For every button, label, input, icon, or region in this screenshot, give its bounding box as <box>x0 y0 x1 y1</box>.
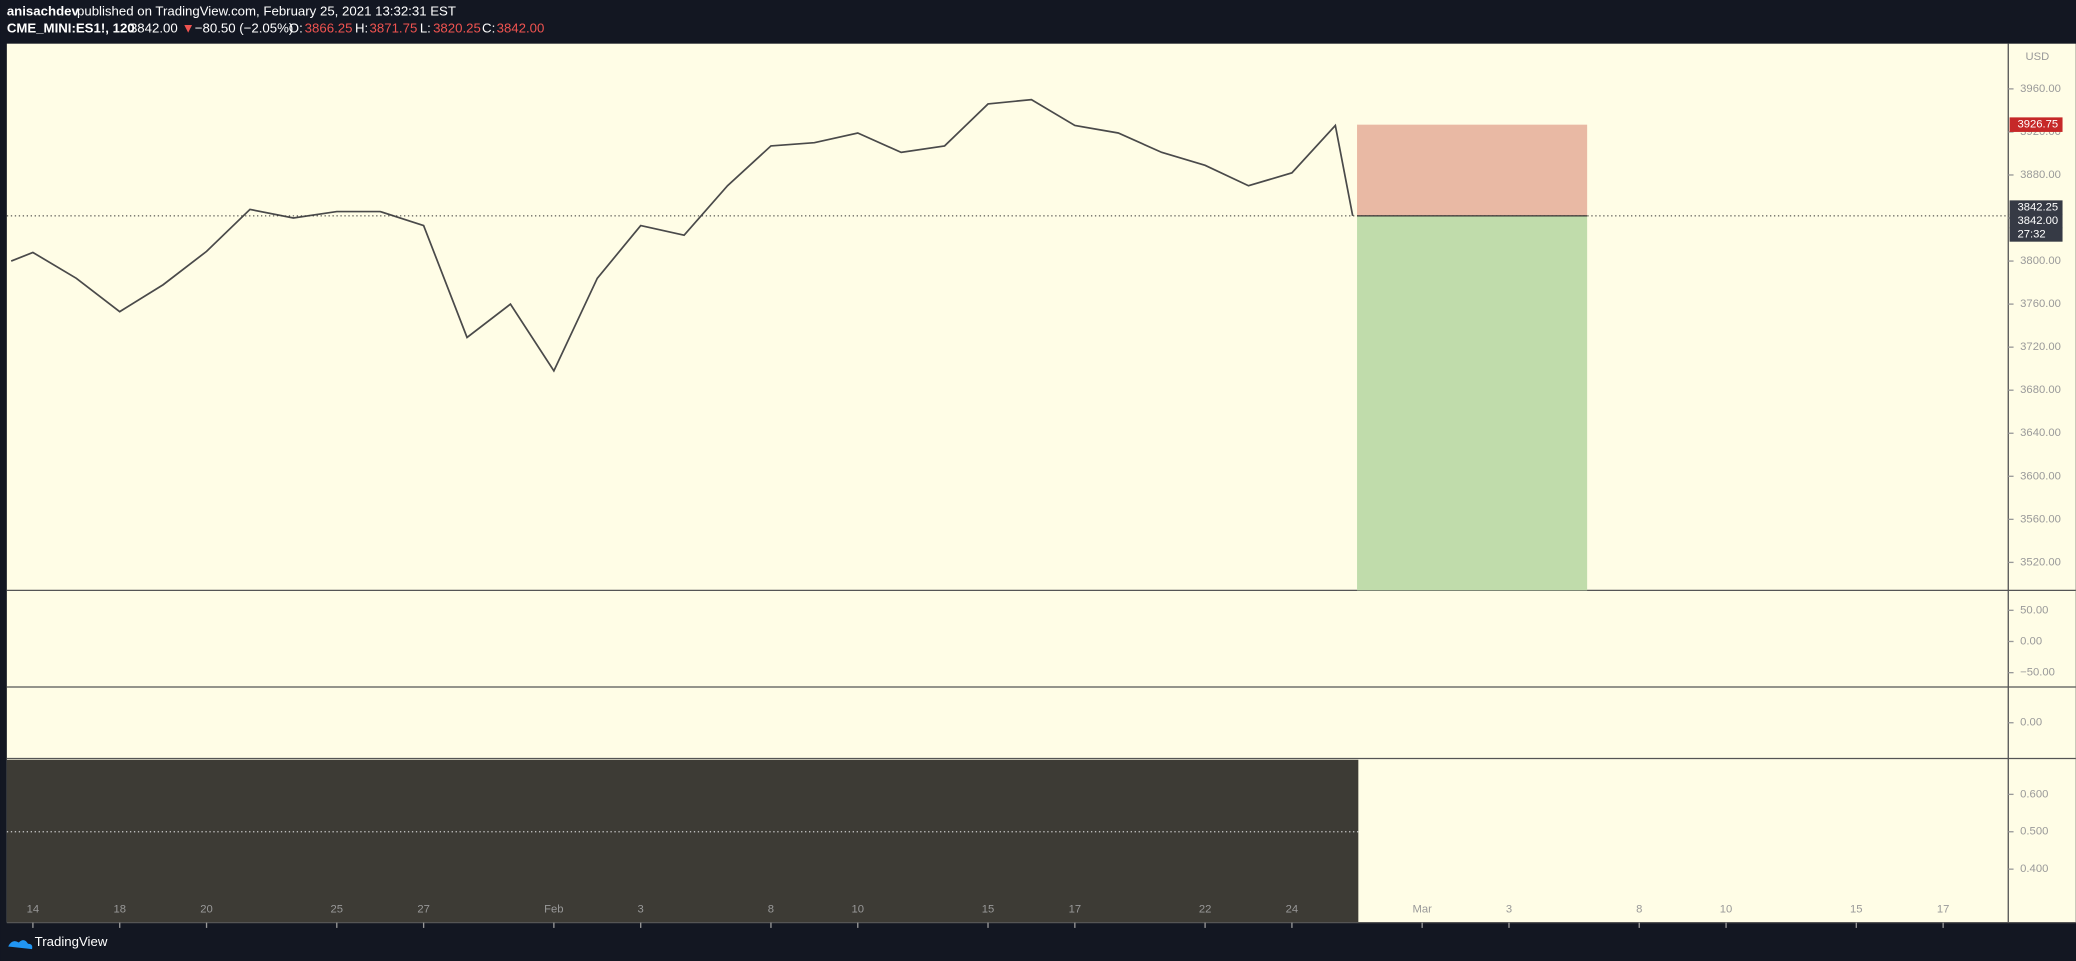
pane-tick-label: 0.500 <box>2020 826 2048 838</box>
x-tick-label: 22 <box>1199 903 1212 915</box>
low: 3820.25 <box>433 21 481 36</box>
y-tick-label: 3800.00 <box>2020 255 2061 267</box>
low-label: L: <box>420 21 431 36</box>
y-tick-label: 3960.00 <box>2020 83 2061 95</box>
change: −80.50 (−2.05%) <box>195 21 293 36</box>
x-tick-label: 24 <box>1286 903 1299 915</box>
x-tick-label: 10 <box>1720 903 1733 915</box>
price-tag-label: 3926.75 <box>2018 119 2059 131</box>
pane-tick-label: 0.00 <box>2020 717 2042 729</box>
x-tick-label: 25 <box>331 903 344 915</box>
open-label: O: <box>289 21 303 36</box>
y-tick-label: 3720.00 <box>2020 341 2061 353</box>
price-line <box>10 98 1354 373</box>
pane-tick-label: 0.600 <box>2020 788 2048 800</box>
brand-logo <box>8 940 33 950</box>
x-tick-label: 8 <box>1636 903 1642 915</box>
high: 3871.75 <box>370 21 418 36</box>
x-tick-label: 17 <box>1937 903 1950 915</box>
last-price: 3842.00 <box>130 21 178 36</box>
x-tick-label: 20 <box>200 903 213 915</box>
x-tick-label: Mar <box>1412 903 1432 915</box>
x-tick-label: 17 <box>1069 903 1082 915</box>
change-arrow: ▼ <box>182 21 195 36</box>
x-tick-label: 15 <box>1850 903 1863 915</box>
stop-zone <box>1357 124 1588 216</box>
y-tick-label: 3600.00 <box>2020 470 2061 482</box>
pane-tick-label: 0.400 <box>2020 863 2048 875</box>
pane-tick-label: 50.00 <box>2020 604 2048 616</box>
countdown: 27:32 <box>2018 228 2046 240</box>
y-tick-label: 3760.00 <box>2020 298 2061 310</box>
x-tick-label: 15 <box>982 903 995 915</box>
x-tick-label: 3 <box>1506 903 1512 915</box>
close: 3842.00 <box>497 21 545 36</box>
pane-tick-label: −50.00 <box>2020 667 2055 679</box>
currency: USD <box>2026 51 2050 63</box>
brand: TradingView <box>35 934 108 949</box>
x-tick-label: Feb <box>544 903 563 915</box>
y-tick-label: 3680.00 <box>2020 384 2061 396</box>
x-tick-label: 18 <box>113 903 126 915</box>
x-tick-label: 27 <box>417 903 430 915</box>
author: anisachdev <box>7 3 80 18</box>
y-tick-label: 3880.00 <box>2020 169 2061 181</box>
price-tag <box>2009 200 2063 215</box>
target-zone <box>1357 215 1588 591</box>
x-tick-label: 10 <box>852 903 865 915</box>
open: 3866.25 <box>305 21 353 36</box>
price-tag-label: 3842.25 <box>2018 202 2059 214</box>
price-tag <box>2009 213 2063 229</box>
high-label: H: <box>355 21 368 36</box>
published: published on TradingView.com, February 2… <box>77 3 456 18</box>
price-tag-label: 3842.00 <box>2018 215 2059 227</box>
x-tick-label: 3 <box>638 903 644 915</box>
countdown-bg <box>2009 227 2063 242</box>
y-tick-label: 3560.00 <box>2020 513 2061 525</box>
stoch-pane-bg <box>6 759 1359 923</box>
symbol: CME_MINI:ES1!, 120 <box>7 21 135 36</box>
y-tick-label: 3520.00 <box>2020 556 2061 568</box>
pane-tick-label: 0.00 <box>2020 635 2042 647</box>
price-tag <box>2009 117 2063 132</box>
close-label: C: <box>482 21 495 36</box>
x-tick-label: 8 <box>768 903 774 915</box>
y-tick-label: 3640.00 <box>2020 427 2061 439</box>
x-tick-label: 14 <box>27 903 40 915</box>
